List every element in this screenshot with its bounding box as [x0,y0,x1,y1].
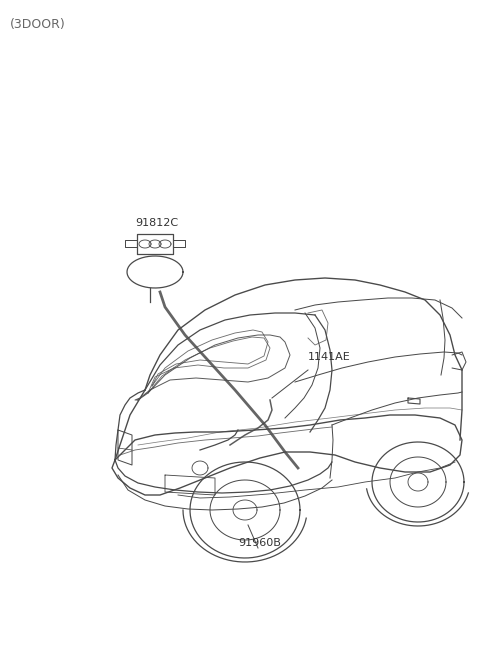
Text: 1141AE: 1141AE [308,352,351,362]
Text: (3DOOR): (3DOOR) [10,18,66,31]
Text: 91812C: 91812C [135,218,178,228]
Text: 91960B: 91960B [238,538,281,548]
